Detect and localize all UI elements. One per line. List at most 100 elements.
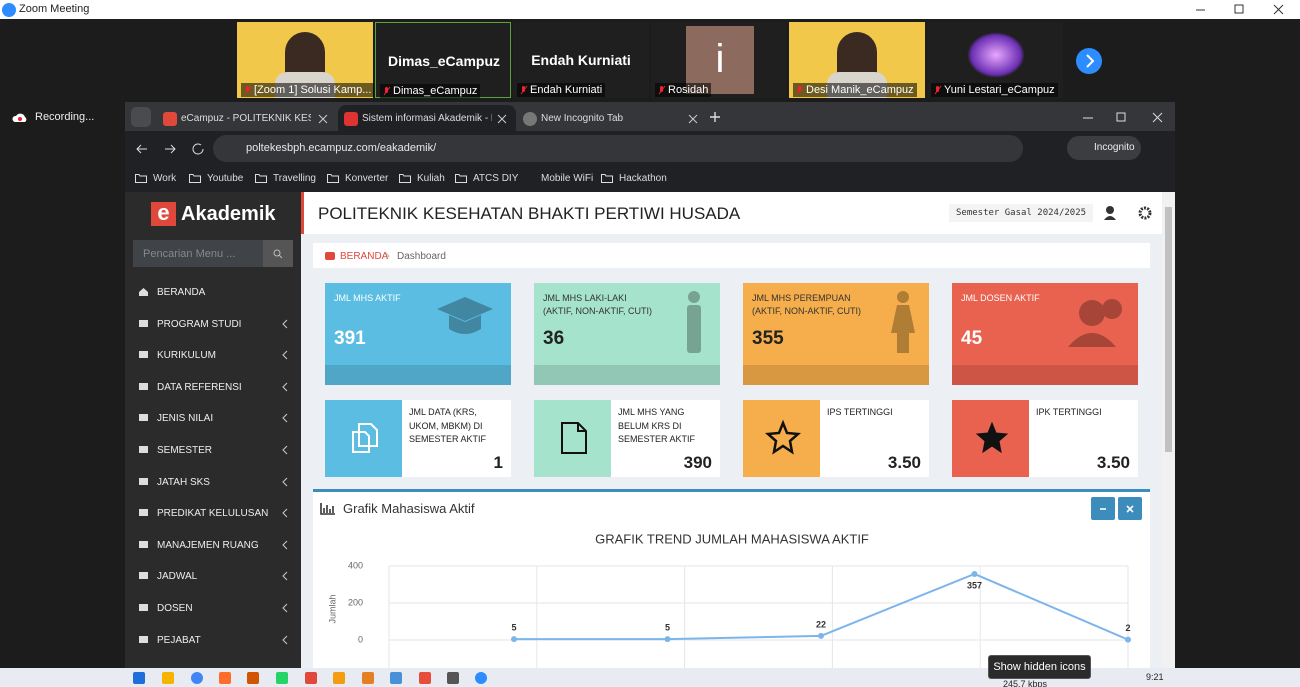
icon: [561, 422, 587, 454]
breadcrumb-current: Dashboard: [397, 251, 446, 262]
menu-item[interactable]: SEMESTER: [125, 440, 301, 462]
shape: [133, 672, 145, 684]
bookmark[interactable]: Travelling: [273, 173, 316, 184]
browser-tab[interactable]: Sistem informasi Akademik - BA: [338, 105, 516, 133]
shape: [282, 382, 288, 392]
semester-pill: Semester Gasal 2024/2025: [949, 204, 1094, 222]
bookmark[interactable]: Mobile WiFi: [541, 173, 594, 184]
stat-box: JML MHS LAKI-LAKI (AKTIF, NON-AKTIF, CUTI…: [534, 283, 720, 385]
shape: [139, 288, 148, 296]
bookmark[interactable]: Hackathon: [619, 173, 667, 184]
data-label: 357: [967, 580, 982, 590]
data-label: 2: [1125, 623, 1130, 633]
menu-item[interactable]: JADWAL: [125, 566, 301, 588]
incognito-badge[interactable]: Incognito: [1067, 136, 1141, 160]
icon: [163, 112, 177, 126]
shape: [390, 672, 402, 684]
sidebar: e Akademik Pencarian Menu ... BERANDA PROGRA…: [125, 192, 301, 668]
menu-item[interactable]: DOSEN: [125, 598, 301, 620]
icon: [12, 113, 27, 122]
icon: [247, 672, 259, 684]
stat-value: 391: [334, 328, 366, 349]
stat-value: 355: [752, 328, 784, 349]
shape: [320, 503, 335, 515]
panel-title: Grafik Mahasiswa Aktif: [343, 501, 475, 516]
data-point: [971, 570, 978, 577]
stat-footer: [952, 365, 1138, 385]
info-icon-box: [952, 400, 1029, 477]
icon: GRAFIK TREND JUMLAH MAHASISWA AKTIF Jumla…: [327, 531, 1131, 668]
shape: [325, 252, 335, 260]
recording-label: Recording...: [35, 111, 95, 123]
icon: [282, 603, 288, 613]
panel-close-button[interactable]: [1118, 497, 1142, 520]
shape: [455, 174, 467, 183]
stat-label: JML MHS AKTIF: [334, 293, 401, 303]
participant-tile: Dimas_eCampuz Dimas_eCampuz: [375, 22, 511, 98]
participant-name: [Zoom 1] Solusi Kamp...: [241, 83, 375, 97]
incognito-label: Incognito: [1094, 142, 1135, 153]
panel-minimize-button[interactable]: [1091, 497, 1115, 520]
menu-item[interactable]: PREDIKAT KELULUSAN: [125, 503, 301, 525]
bookmark[interactable]: Konverter: [345, 173, 389, 184]
shape: [523, 112, 537, 126]
shape: [139, 540, 148, 548]
browser-tab[interactable]: eCampuz - POLITEKNIK KESEHA: [157, 105, 337, 133]
tab-search[interactable]: [131, 107, 151, 127]
info-value: 390: [683, 453, 712, 472]
icon: [139, 446, 148, 453]
menu-item[interactable]: MANAJEMEN RUANG: [125, 535, 301, 557]
icon: [520, 85, 528, 95]
bookmark[interactable]: Work: [153, 173, 177, 184]
shape: [1106, 206, 1114, 214]
shape: [139, 635, 148, 643]
y-tick-label: 0: [358, 634, 363, 644]
icon: [497, 114, 507, 124]
menu-item[interactable]: BERANDA: [125, 282, 301, 304]
shape: [139, 446, 148, 453]
menu-item[interactable]: PROGRAM STUDI: [125, 314, 301, 336]
icon: [1196, 4, 1284, 15]
info-label: JML DATA (KRS, UKOM, MBKM) DI SEMESTER A…: [409, 407, 487, 444]
url: poltekesbph.ecampuz.com/eakademik/: [246, 142, 437, 154]
taskbar: 245.7 kbps 9:21: [0, 668, 1300, 687]
chart-title: GRAFIK TREND JUMLAH MAHASISWA AKTIF: [595, 531, 869, 546]
shape: [139, 382, 148, 390]
icon: [419, 672, 431, 684]
shape: [1138, 206, 1152, 220]
tray-speed: 245.7 kbps: [1003, 679, 1048, 687]
icon: [139, 509, 148, 517]
bookmark[interactable]: Kuliah: [417, 173, 445, 184]
participant-tile: [Zoom 1] Solusi Kamp...: [237, 22, 375, 98]
logo-text: Akademik: [181, 203, 276, 225]
info-label: JML MHS YANG BELUM KRS DI SEMESTER AKTIF: [618, 407, 696, 444]
icon: [325, 252, 335, 260]
shape: [189, 174, 201, 183]
search-box[interactable]: Pencarian Menu ...: [133, 240, 263, 267]
search-button[interactable]: [263, 240, 293, 267]
menu-item[interactable]: JENIS NILAI: [125, 408, 301, 430]
info-icon-box: [325, 400, 402, 477]
shape: [219, 672, 231, 684]
stat-footer: [325, 365, 511, 385]
shape: [282, 572, 288, 581]
bookmark[interactable]: Youtube: [207, 173, 244, 184]
menu-item[interactable]: JATAH SKS: [125, 472, 301, 494]
shape: [1234, 4, 1244, 14]
icon: [327, 174, 339, 183]
icon: [305, 672, 317, 684]
menu-item[interactable]: PEJABAT: [125, 630, 301, 652]
info-box: JML MHS YANG BELUM KRS DI SEMESTER AKTIF…: [534, 400, 720, 477]
breadcrumb-home[interactable]: BERANDA: [340, 251, 389, 262]
window-title: Zoom Meeting: [19, 3, 90, 15]
address-bar[interactable]: poltekesbph.ecampuz.com/eakademik/: [213, 135, 1023, 162]
menu-item[interactable]: KURIKULUM: [125, 345, 301, 367]
shape: [139, 319, 148, 327]
shape: [891, 305, 915, 353]
bookmark[interactable]: ATCS DIY: [473, 173, 519, 184]
menu-label: JATAH SKS: [157, 476, 210, 488]
browser-tab[interactable]: New Incognito Tab: [517, 105, 707, 133]
icon: [362, 672, 374, 684]
menu-item[interactable]: DATA REFERENSI: [125, 377, 301, 399]
icon: [1076, 48, 1102, 74]
